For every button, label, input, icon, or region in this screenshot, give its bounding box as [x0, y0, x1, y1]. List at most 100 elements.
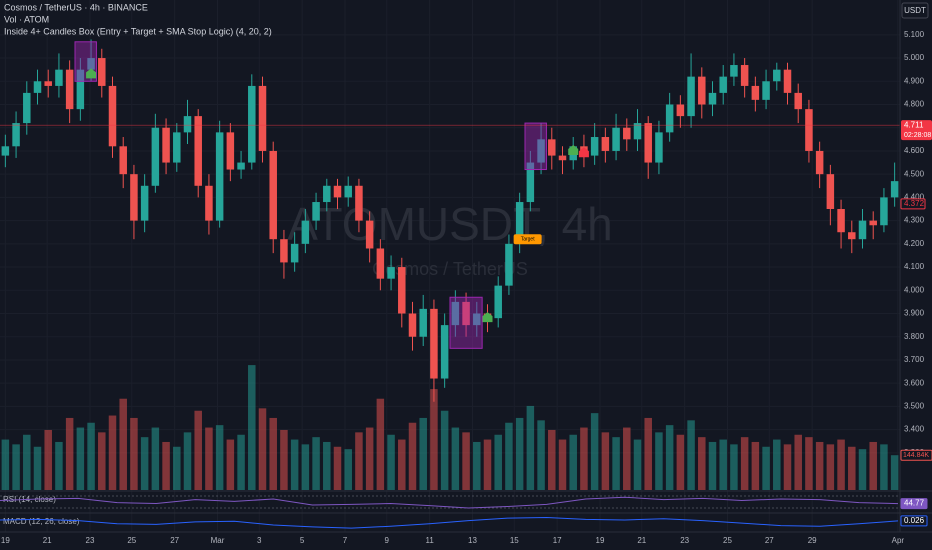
signal: [482, 312, 493, 323]
volume-bar: [483, 439, 492, 490]
volume-bar: [248, 365, 256, 490]
volume-bar: [76, 427, 85, 490]
volume-bar: [215, 425, 224, 490]
volume-bar: [762, 446, 770, 490]
volume-bar: [430, 389, 438, 490]
x-tick-label: 25: [127, 536, 136, 545]
volume-bar: [269, 417, 277, 490]
candle-body: [762, 81, 770, 100]
candle-body: [676, 104, 685, 117]
x-tick-label: 19: [596, 536, 605, 545]
candle-body: [130, 174, 138, 221]
x-tick-label: 5: [300, 536, 305, 545]
candle-body: [226, 132, 235, 170]
price-tag-value: 4.711: [904, 120, 924, 129]
candle-body: [644, 123, 652, 163]
candle-body: [805, 109, 813, 151]
volume-bar: [87, 422, 95, 490]
volume-bar: [848, 446, 856, 490]
x-tick-label: Apr: [892, 536, 905, 545]
volume-bar: [494, 434, 502, 490]
volume-bar: [419, 417, 427, 490]
volume-bar: [333, 446, 342, 490]
candle-body: [344, 185, 352, 198]
candle-body: [408, 313, 417, 337]
volume-bar: [730, 444, 738, 490]
x-tick-label: 9: [385, 536, 390, 545]
candle-body: [140, 185, 149, 221]
volume-bar: [687, 420, 695, 490]
candle-body: [719, 76, 727, 93]
candle-body: [687, 76, 695, 117]
volume-bar: [398, 439, 406, 490]
candle-body: [623, 127, 631, 140]
x-tick-label: 19: [1, 536, 10, 545]
signal: [578, 147, 589, 158]
candle-body: [837, 209, 845, 233]
y-tick-label: 5.000: [904, 53, 925, 62]
volume-bar: [98, 432, 106, 490]
volume-bar: [740, 437, 749, 490]
volume-bar: [55, 441, 63, 490]
candle-body: [1, 146, 10, 156]
volume-bar: [590, 413, 599, 490]
volume-bar: [826, 444, 835, 490]
indicator-label[interactable]: Inside 4+ Candles Box (Entry + Target + …: [4, 26, 272, 36]
candle-body: [537, 139, 545, 163]
y-tick-label: 5.100: [904, 30, 925, 39]
candle-body: [237, 162, 245, 170]
candle-body: [55, 69, 63, 86]
y-tick-label: 4.000: [904, 285, 925, 294]
candle-body: [333, 185, 342, 198]
volume-bar: [623, 427, 631, 490]
y-tick-label: 3.800: [904, 332, 925, 341]
volume-bar: [301, 444, 310, 490]
candle-body: [815, 150, 824, 175]
price-tag-countdown: 02:28:08: [904, 132, 931, 139]
volume-bar: [633, 439, 642, 490]
candle-body: [440, 325, 449, 379]
volume-bar: [280, 429, 288, 490]
volume-bar: [708, 441, 717, 490]
candle-body: [194, 116, 202, 186]
volume-tag-value: 144.84K: [903, 452, 929, 459]
volume-bar: [815, 441, 824, 490]
target-label-bg: [513, 234, 542, 245]
candle-body: [880, 197, 888, 226]
volume-bar: [226, 439, 235, 490]
volume-bar: [162, 441, 170, 490]
volume-bar: [676, 434, 685, 490]
volume-bar: [183, 432, 192, 490]
volume-bar: [312, 437, 320, 490]
candle-body: [590, 137, 599, 156]
y-tick-label: 3.700: [904, 355, 925, 364]
macd-label[interactable]: MACD (12, 26, close): [3, 517, 80, 526]
candle-body: [76, 69, 85, 110]
volume-bar: [23, 434, 31, 490]
volume-label[interactable]: Vol · ATOM: [4, 14, 49, 24]
volume-bar: [44, 429, 52, 490]
candle-body: [87, 58, 95, 70]
currency[interactable]: USDT: [904, 6, 926, 15]
y-tick-label: 4.400: [904, 193, 925, 202]
macd-tag: [900, 515, 928, 527]
volume-bar: [612, 437, 620, 490]
signal: [86, 68, 97, 79]
volume-bar: [119, 398, 127, 490]
candle-body: [365, 220, 374, 249]
volume-bar: [408, 422, 417, 490]
volume-bar: [515, 417, 524, 490]
candle-body: [494, 285, 502, 319]
currency-button[interactable]: [901, 2, 929, 19]
candle-body: [65, 69, 74, 110]
volume-bar: [505, 422, 513, 490]
candle-body: [215, 132, 224, 221]
volume-bar: [387, 434, 395, 490]
x-tick-label: 23: [86, 536, 95, 545]
candle-body: [462, 301, 470, 326]
candle-body: [119, 146, 127, 175]
volume-bar: [890, 455, 899, 490]
volume-bar: [451, 427, 460, 490]
volume-bar: [258, 408, 267, 490]
